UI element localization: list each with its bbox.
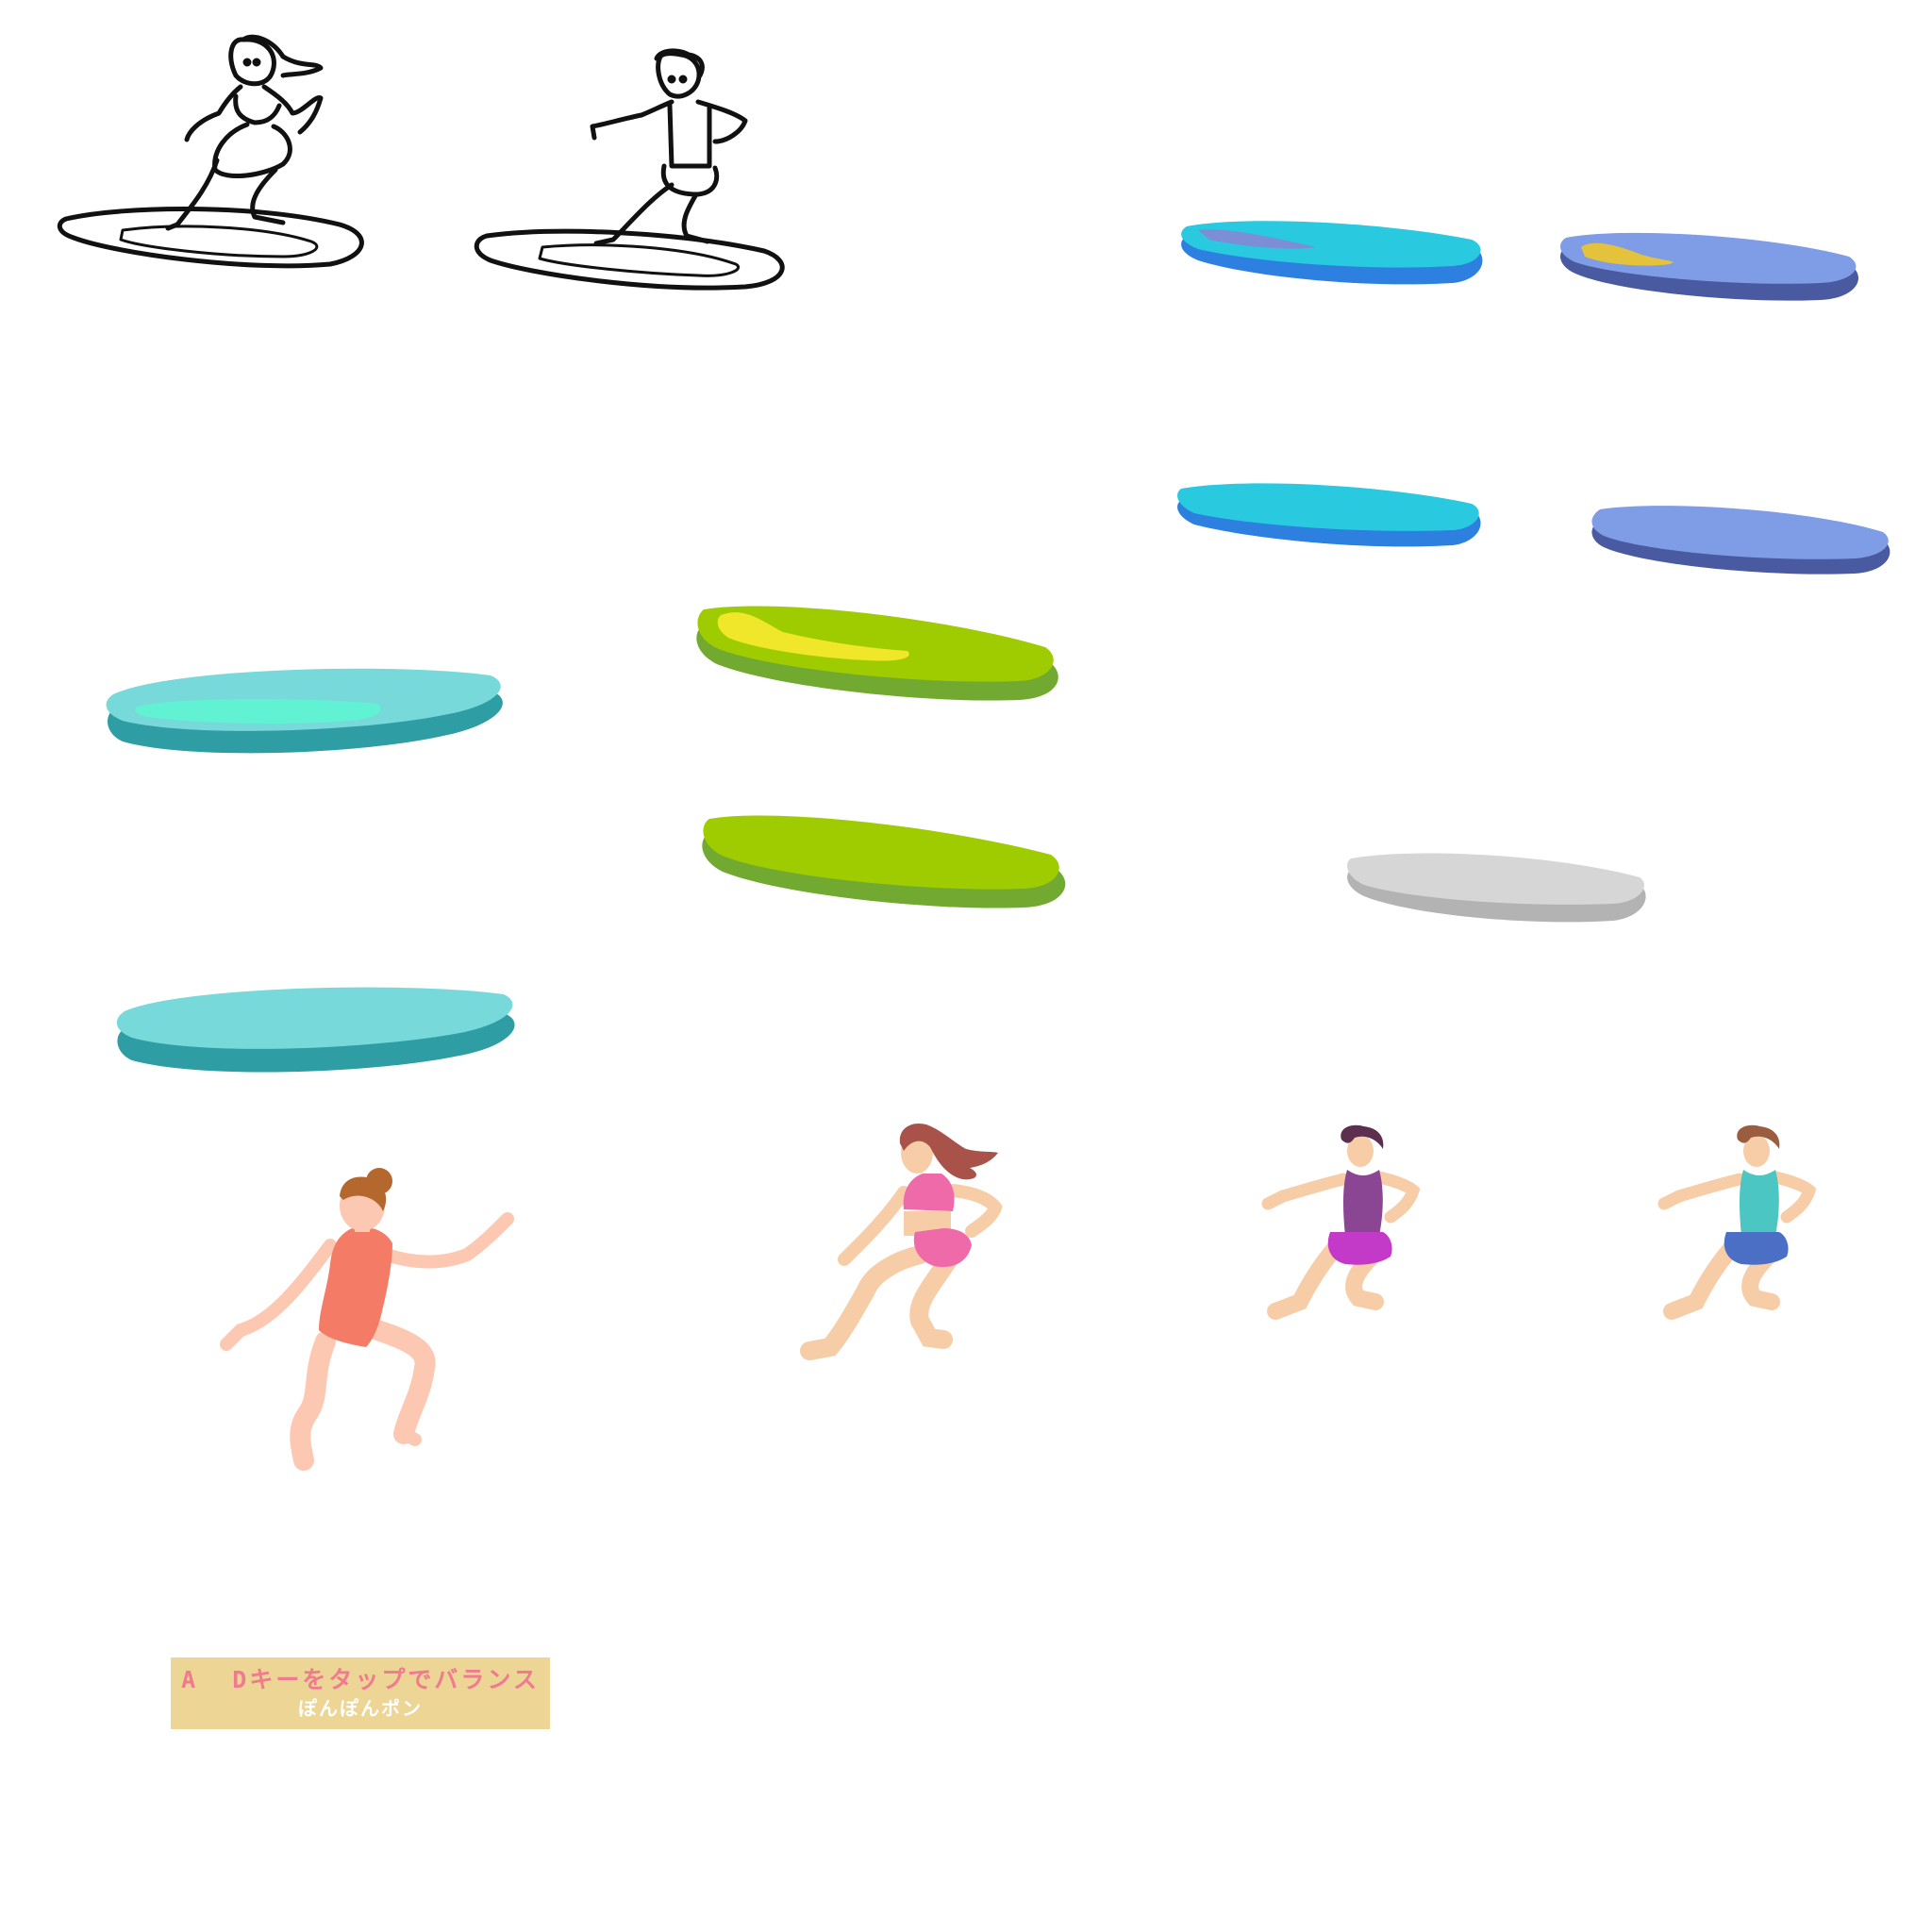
periwinkle-board xyxy=(1591,506,1890,575)
controls-hint-keys: A Dキーをタップでバランス xyxy=(181,1666,540,1693)
girl-coral-swimsuit xyxy=(220,1168,514,1471)
surfer-girl-line-art xyxy=(57,34,364,269)
blue-board xyxy=(1177,483,1481,547)
teal-board-with-stripe xyxy=(106,668,503,754)
girl-pink-bikini xyxy=(800,1123,1003,1360)
surfer-boy-line-art xyxy=(474,48,785,291)
boy-teal-blue xyxy=(1657,1124,1817,1320)
gray-board xyxy=(1347,853,1646,923)
blue-board-with-stripe xyxy=(1181,221,1483,285)
controls-hint-panel: A Dキーをタップでバランス ぽんぽんポン xyxy=(171,1657,550,1729)
periwinkle-board-with-stripe xyxy=(1560,232,1858,301)
teal-board xyxy=(116,987,515,1073)
lime-board-with-stripe xyxy=(696,606,1058,701)
lime-board xyxy=(702,815,1066,908)
controls-hint-sound: ぽんぽんポン xyxy=(298,1697,423,1720)
boy-purple-magenta xyxy=(1261,1124,1421,1320)
